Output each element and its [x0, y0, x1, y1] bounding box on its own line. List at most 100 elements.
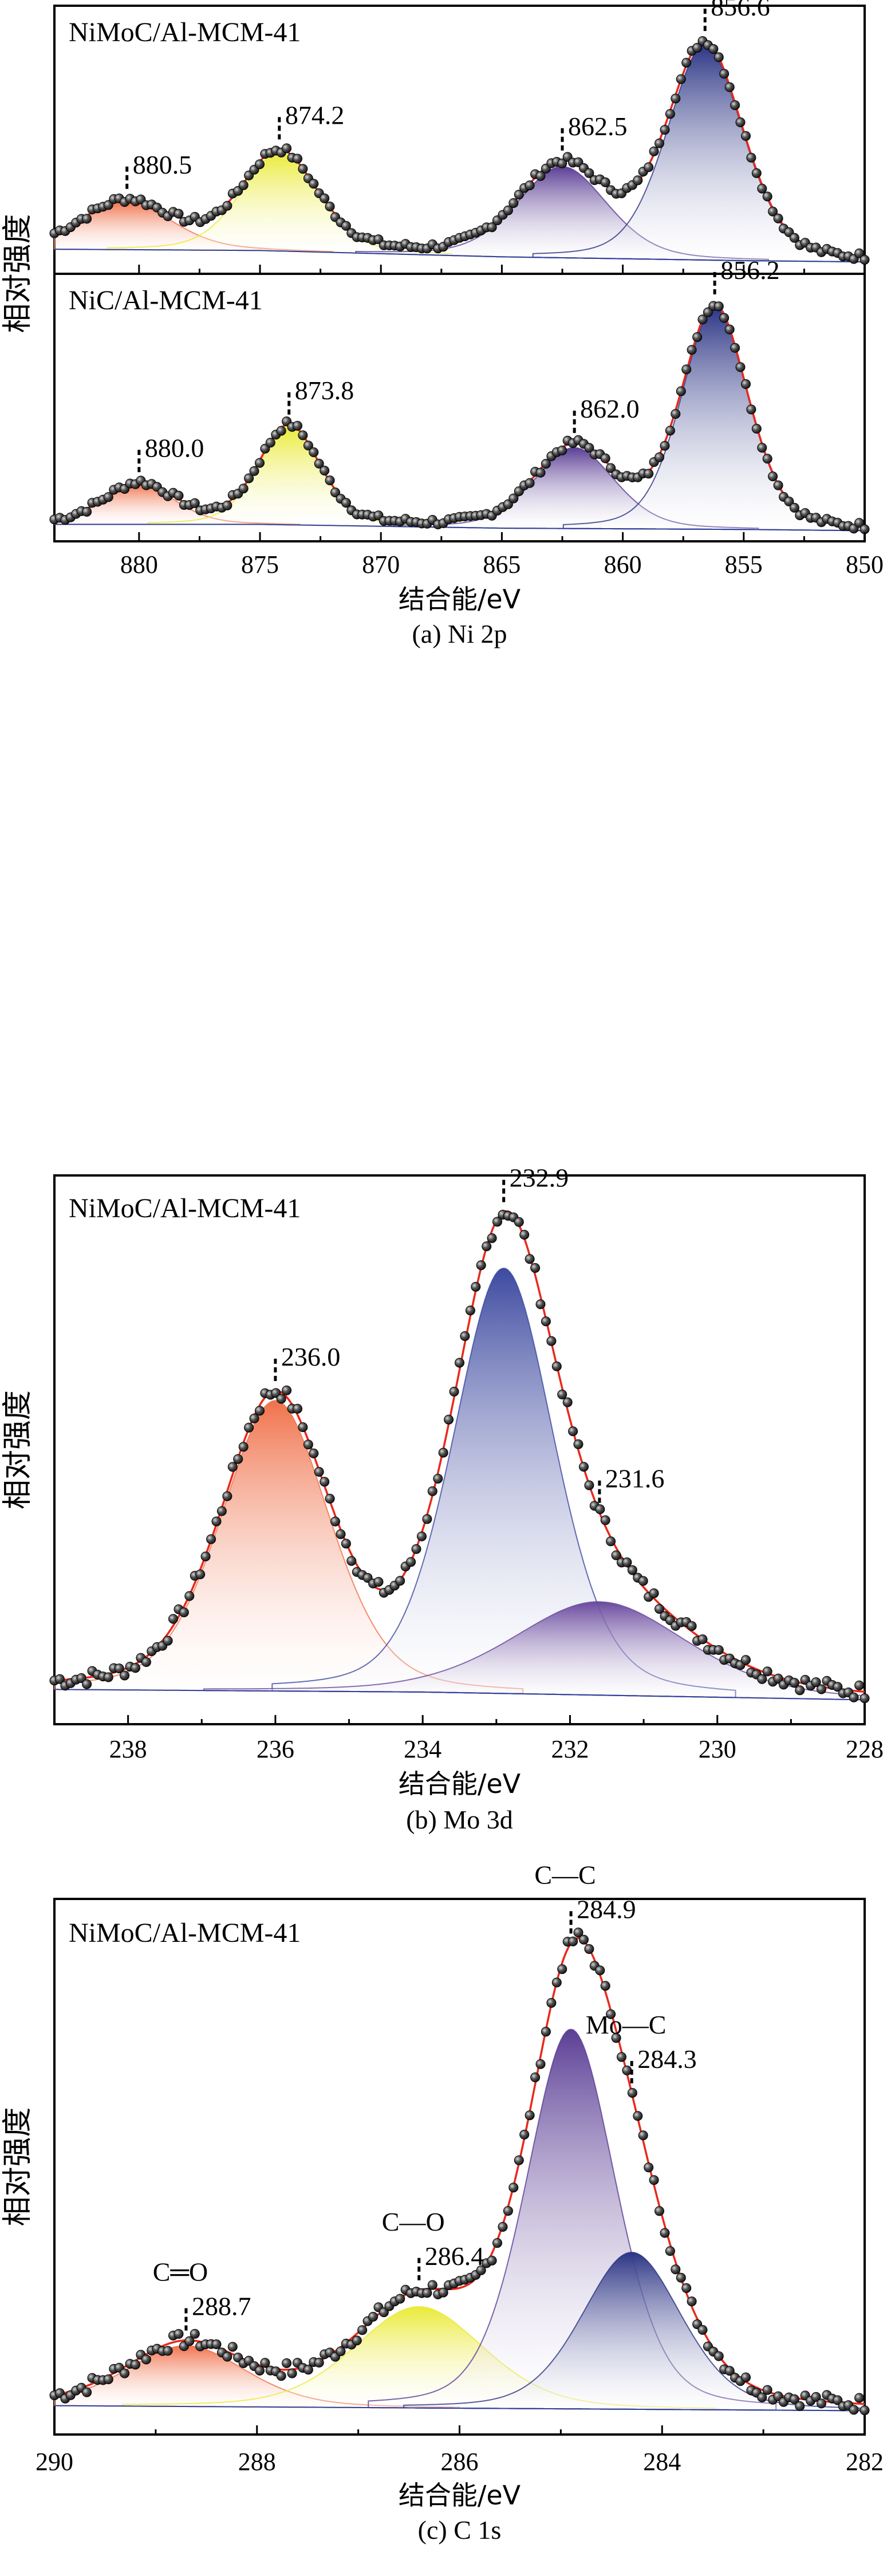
data-point: [655, 452, 664, 462]
data-point: [320, 193, 330, 203]
data-point: [120, 1670, 130, 1681]
data-point: [320, 1477, 330, 1487]
data-point: [476, 1260, 486, 1271]
sample-title: NiMoC/Al-MCM-41: [69, 17, 301, 48]
data-point: [222, 500, 232, 510]
data-point: [676, 386, 686, 396]
data-point: [627, 1565, 637, 1575]
peak-label-284.3: 284.3: [637, 2044, 697, 2074]
data-point: [557, 1389, 567, 1399]
data-point: [309, 179, 319, 189]
data-point: [330, 1516, 340, 1527]
data-point: [255, 2366, 265, 2376]
data-point: [660, 441, 670, 451]
data-point: [562, 1397, 573, 1407]
data-point: [293, 420, 302, 431]
data-point: [287, 2368, 297, 2378]
data-point: [719, 69, 730, 79]
peak-label-856.2: 856.2: [720, 255, 780, 285]
data-point: [762, 191, 772, 202]
data-point: [713, 2351, 724, 2361]
panel-caption: (c) C 1s: [418, 2515, 502, 2544]
data-point: [768, 206, 778, 217]
species-label-288.7: C═O: [153, 2258, 208, 2287]
peak-label-873.8: 873.8: [295, 376, 354, 405]
data-point: [341, 498, 351, 508]
data-point: [211, 1516, 222, 1527]
peak-label-232.9: 232.9: [510, 1163, 569, 1193]
data-point: [309, 1448, 319, 1458]
peak-label-880.5: 880.5: [133, 150, 192, 179]
data-point: [487, 1233, 497, 1243]
data-point: [298, 1422, 308, 1432]
data-point: [82, 214, 92, 224]
data-point: [103, 1672, 113, 1682]
data-point: [757, 2392, 767, 2402]
data-point: [184, 1591, 195, 1601]
x-tick-label: 228: [846, 1735, 884, 1763]
panel-ni2p: 880.5 874.2 862.5 856.6 NiMoC/Al-MCM-41 880.0…: [1, 0, 884, 648]
x-axis-title: 结合能/eV: [399, 2480, 521, 2511]
data-point: [595, 1965, 605, 1976]
data-point: [482, 1241, 492, 1252]
data-point: [54, 1674, 65, 1684]
data-point: [330, 487, 340, 498]
peak-label-286.4: 286.4: [425, 2241, 484, 2271]
data-point: [222, 2351, 232, 2362]
data-point: [200, 1551, 211, 1562]
panel-caption: (b) Mo 3d: [406, 1805, 513, 1834]
subplot-mo3d-0: 236.0 232.9 231.6 NiMoC/Al-MCM-41: [49, 1163, 870, 1704]
data-point: [687, 1621, 697, 1631]
data-point: [741, 379, 751, 389]
data-point: [190, 498, 200, 508]
data-point: [854, 518, 865, 528]
data-point: [427, 2280, 437, 2290]
data-point: [546, 1998, 557, 2008]
data-point: [508, 198, 519, 208]
data-point: [789, 2394, 799, 2404]
data-point: [789, 1678, 799, 1688]
data-point: [276, 426, 286, 436]
data-point: [713, 301, 724, 312]
data-point: [638, 1576, 648, 1586]
data-point: [849, 2405, 859, 2415]
data-point: [535, 2059, 546, 2069]
x-tick-label: 850: [846, 550, 884, 579]
data-point: [406, 1557, 416, 1567]
data-point: [249, 466, 259, 476]
data-point: [427, 1486, 437, 1496]
data-point: [633, 175, 643, 186]
data-point: [422, 1514, 432, 1524]
data-point: [789, 502, 799, 513]
data-point: [131, 2359, 140, 2370]
data-point: [746, 152, 756, 163]
data-point: [697, 1634, 708, 1645]
subplot-c1s-0: 288.7 C═O 286.4 C—O 284.9 C—C 284.3 Mo—C NiMoC/A…: [49, 1860, 870, 2416]
data-point: [849, 1692, 859, 1702]
data-point: [492, 1217, 502, 1227]
data-point: [336, 1529, 346, 1539]
subplot-ni2p-0: 880.5 874.2 862.5 856.6 NiMoC/Al-MCM-41: [49, 0, 870, 265]
data-point: [681, 2283, 692, 2293]
data-point: [195, 1569, 206, 1579]
data-point: [746, 404, 756, 415]
peak-label-856.6: 856.6: [711, 0, 770, 21]
data-point: [255, 458, 265, 468]
data-point: [503, 205, 513, 215]
x-tick-label: 230: [699, 1735, 736, 1763]
data-point: [703, 307, 713, 317]
data-point: [551, 1361, 562, 1371]
data-point: [757, 443, 767, 453]
data-point: [600, 453, 610, 463]
data-point: [341, 221, 351, 231]
data-point: [687, 345, 697, 355]
data-point: [573, 1928, 583, 1938]
data-point: [449, 1386, 459, 1397]
data-point: [859, 1693, 870, 1704]
data-point: [622, 2065, 632, 2075]
data-point: [644, 2162, 654, 2173]
data-point: [444, 1414, 454, 1425]
peak-label-288.7: 288.7: [192, 2292, 251, 2321]
data-point: [293, 1403, 302, 1414]
data-point: [298, 164, 308, 174]
